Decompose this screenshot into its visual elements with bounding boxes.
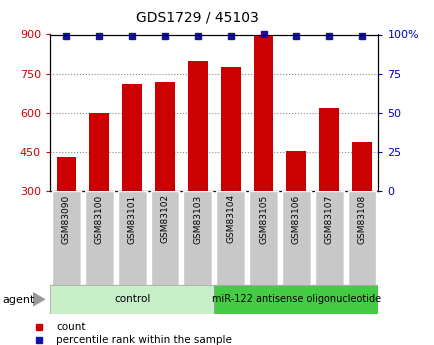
Text: GSM83100: GSM83100 (95, 194, 104, 244)
Bar (155, 81, 174, 191)
Bar (281, 191, 310, 285)
Text: GSM83103: GSM83103 (193, 194, 202, 244)
Text: agent: agent (2, 295, 34, 305)
Bar (216, 191, 244, 285)
Bar (122, 84, 141, 191)
Bar (52, 191, 81, 285)
Bar (183, 191, 212, 285)
Bar (85, 191, 113, 285)
Text: GSM83107: GSM83107 (324, 194, 333, 244)
Bar (352, 142, 371, 191)
Text: GDS1729 / 45103: GDS1729 / 45103 (136, 10, 259, 24)
Bar (286, 151, 306, 191)
Bar (319, 108, 338, 191)
Text: GSM83090: GSM83090 (62, 194, 71, 244)
Text: count: count (56, 322, 85, 332)
Bar (118, 191, 146, 285)
Text: GSM83104: GSM83104 (226, 194, 235, 243)
Bar (214, 285, 378, 314)
Text: miR-122 antisense oligonucleotide: miR-122 antisense oligonucleotide (211, 294, 380, 304)
Text: GSM83108: GSM83108 (357, 194, 366, 244)
Bar (89, 113, 109, 191)
Bar (56, 157, 76, 191)
Bar (253, 36, 273, 191)
Bar (187, 61, 207, 191)
Text: GSM83106: GSM83106 (291, 194, 300, 244)
Bar (50, 285, 214, 314)
Bar (220, 67, 240, 191)
Text: GSM83102: GSM83102 (160, 194, 169, 243)
Bar (150, 191, 179, 285)
Polygon shape (33, 292, 46, 307)
Text: GSM83105: GSM83105 (258, 194, 267, 244)
Bar (347, 191, 375, 285)
Bar (249, 191, 277, 285)
Text: GSM83101: GSM83101 (127, 194, 136, 244)
Text: percentile rank within the sample: percentile rank within the sample (56, 335, 232, 345)
Text: control: control (114, 294, 150, 304)
Bar (314, 191, 343, 285)
